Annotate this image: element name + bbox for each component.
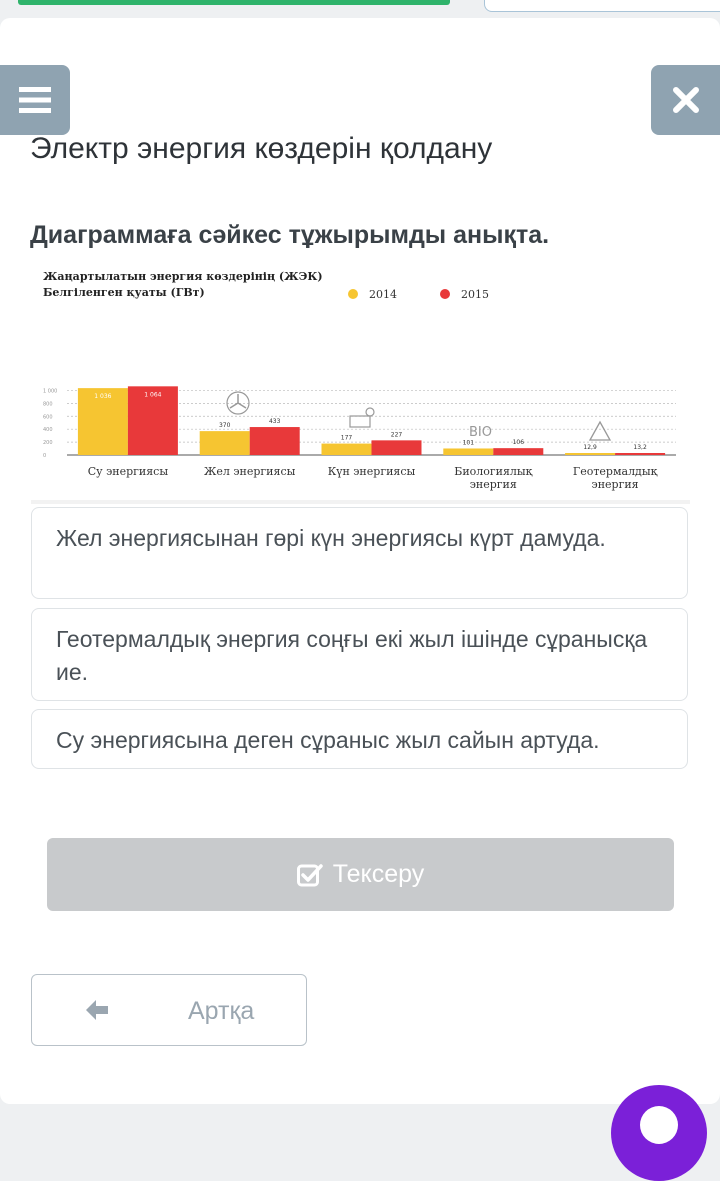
x-tick-label: Биологиялық xyxy=(454,465,532,478)
data-label: 101 xyxy=(463,439,475,446)
data-label: 1 064 xyxy=(144,391,161,398)
geothermal-icon xyxy=(588,420,612,441)
arrow-left-icon xyxy=(84,997,110,1028)
data-label: 12,9 xyxy=(583,444,597,451)
bar-2014-4 xyxy=(565,453,616,455)
chart-subtitle: Белгіленген қуаты (ГВт) xyxy=(43,286,205,299)
legend-marker-2015 xyxy=(440,289,450,299)
y-tick-label: 200 xyxy=(43,440,53,446)
top-field xyxy=(484,0,720,12)
x-tick-label: Жел энергиясы xyxy=(204,465,296,478)
chart-x-labels: Су энергиясы Жел энергиясы Күн энергиясы Би… xyxy=(88,465,658,491)
chart-bars: 1 036 1 064 370 433 177 227 101 106 12,9 13,2 xyxy=(77,386,666,455)
bar-2015-4 xyxy=(615,453,666,455)
bar-2015-1 xyxy=(249,427,300,455)
data-label: 106 xyxy=(513,439,525,446)
x-tick-label: Геотермалдық xyxy=(573,465,658,478)
page-title: Электр энергия көздерін қолдану xyxy=(30,132,493,165)
chart: Жаңартылатын энергия көздерінің (ЖЭК) Бе… xyxy=(31,262,690,504)
question-text: Диаграммаға сәйкес тұжырымды анықта. xyxy=(30,221,550,249)
x-tick-label: Күн энергиясы xyxy=(328,465,416,478)
answer-option-1-text: Жел энергиясынан гөрі күн энергиясы күрт… xyxy=(56,525,606,551)
back-button[interactable]: Артқа xyxy=(31,974,307,1046)
y-tick-label: 400 xyxy=(43,427,53,433)
bar-2014-1 xyxy=(199,431,250,455)
y-tick-label: 0 xyxy=(43,453,46,459)
data-label: 433 xyxy=(269,418,281,425)
close-button[interactable] xyxy=(651,65,720,135)
bio-icon: BIO xyxy=(469,425,492,440)
wind-turbine-icon xyxy=(226,391,250,415)
check-button-label: Тексеру xyxy=(332,860,425,888)
answer-option-2-text: Геотермалдық энергия соңғы екі жыл ішінд… xyxy=(56,626,648,685)
data-label: 1 036 xyxy=(94,393,111,400)
fab-icon xyxy=(640,1106,678,1144)
y-tick-label: 1 000 xyxy=(43,388,57,394)
bar-2015-3 xyxy=(493,448,544,455)
svg-text:BIO: BIO xyxy=(469,425,492,440)
check-square-icon xyxy=(296,863,323,887)
bar-2015-0 xyxy=(127,386,178,455)
y-tick-label: 800 xyxy=(43,401,53,407)
data-label: 13,2 xyxy=(633,444,647,451)
answer-option-3[interactable]: Су энергиясына деген сұраныс жыл сайын а… xyxy=(31,709,688,769)
legend-marker-2014 xyxy=(348,289,358,299)
y-tick-label: 600 xyxy=(43,414,53,420)
menu-button[interactable] xyxy=(0,65,70,135)
bar-2014-3 xyxy=(443,448,494,455)
back-button-label: Артқа xyxy=(188,997,255,1025)
x-tick-label: энергия xyxy=(592,478,639,491)
chart-title: Жаңартылатын энергия көздерінің (ЖЭК) xyxy=(43,270,323,283)
bar-2014-2 xyxy=(321,443,372,455)
answer-option-2[interactable]: Геотермалдық энергия соңғы екі жыл ішінд… xyxy=(31,608,688,701)
bar-2014-0 xyxy=(77,388,128,455)
answer-option-3-text: Су энергиясына деген сұраныс жыл сайын а… xyxy=(56,727,600,753)
bar-2015-2 xyxy=(371,440,422,455)
progress-bar xyxy=(18,0,450,5)
hamburger-icon xyxy=(19,87,51,113)
legend-label-2015: 2015 xyxy=(461,288,489,301)
check-button[interactable]: Тексеру xyxy=(47,838,674,911)
x-tick-label: энергия xyxy=(470,478,517,491)
x-tick-label: Су энергиясы xyxy=(88,465,169,478)
category-icons: BIO xyxy=(105,391,612,441)
answer-option-1[interactable]: Жел энергиясынан гөрі күн энергиясы күрт… xyxy=(31,507,688,599)
data-label: 227 xyxy=(391,431,403,438)
chart-legend: 2014 2015 xyxy=(348,288,489,301)
close-icon xyxy=(672,87,699,113)
legend-label-2014: 2014 xyxy=(369,288,397,301)
data-label: 177 xyxy=(341,435,353,442)
solar-panel-icon xyxy=(349,407,375,428)
data-label: 370 xyxy=(219,422,231,429)
chart-svg: Жаңартылатын энергия көздерінің (ЖЭК) Бе… xyxy=(43,270,676,491)
